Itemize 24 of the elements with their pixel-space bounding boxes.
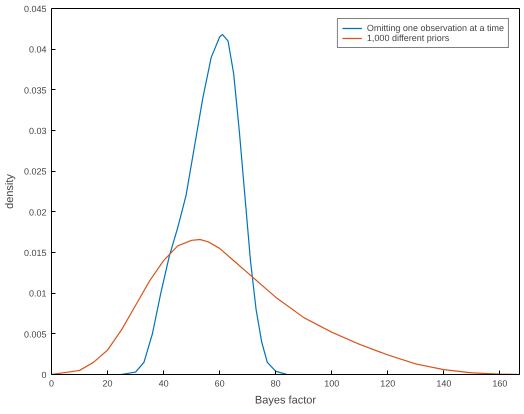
x-tick-label: 100 bbox=[324, 378, 340, 388]
x-tick-label: 140 bbox=[436, 378, 452, 388]
legend-label: 1,000 different priors bbox=[366, 33, 450, 43]
x-tick-label: 60 bbox=[214, 378, 225, 388]
x-tick-label: 40 bbox=[158, 378, 169, 388]
y-tick-label: 0.02 bbox=[28, 207, 47, 218]
x-tick-label: 80 bbox=[270, 378, 281, 388]
x-tick-label: 20 bbox=[102, 378, 113, 388]
y-tick-label: 0 bbox=[41, 370, 47, 380]
y-tick-label: 0.04 bbox=[28, 44, 47, 55]
y-tick-label: 0.035 bbox=[24, 85, 47, 96]
x-tick-label: 0 bbox=[48, 378, 54, 388]
x-axis-title: Bayes factor bbox=[254, 394, 316, 406]
x-tick-label: 120 bbox=[380, 378, 396, 388]
y-tick-label: 0.015 bbox=[24, 248, 47, 258]
x-tick-label: 160 bbox=[492, 378, 508, 388]
y-tick-label: 0.005 bbox=[24, 329, 47, 340]
y-axis-title: density bbox=[4, 174, 16, 209]
y-tick-label: 0.01 bbox=[28, 288, 47, 299]
line-series bbox=[120, 34, 288, 374]
y-tick-label: 0.03 bbox=[28, 126, 47, 136]
legend-label: Omitting one observation at a time bbox=[366, 23, 504, 33]
y-tick-label: 0.025 bbox=[24, 166, 47, 177]
y-tick-label: 0.045 bbox=[24, 4, 47, 14]
